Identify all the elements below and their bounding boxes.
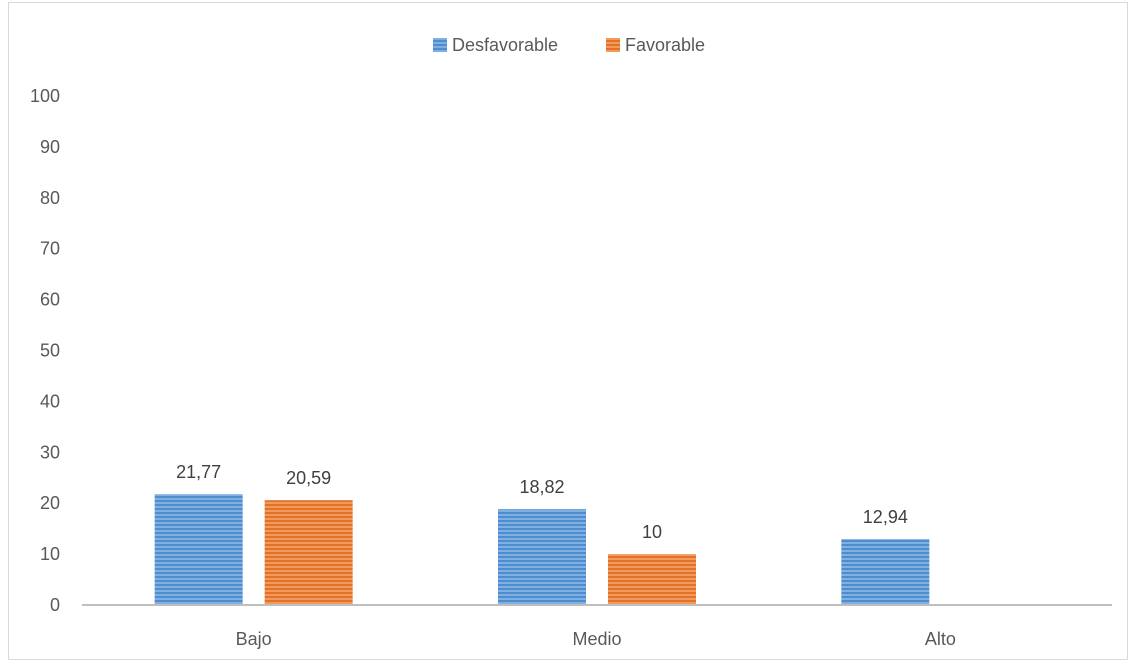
y-tick-label: 50 bbox=[40, 341, 60, 361]
data-label: 20,59 bbox=[286, 468, 331, 488]
bars: 21,77 20,59 18,82 10 12,94 bbox=[154, 462, 930, 605]
bar-favorable-medio bbox=[608, 554, 696, 605]
y-tick-label: 0 bbox=[50, 595, 60, 615]
y-tick-label: 30 bbox=[40, 442, 60, 462]
data-label: 10 bbox=[642, 522, 662, 542]
y-tick-label: 90 bbox=[40, 137, 60, 157]
x-tick-label: Medio bbox=[572, 629, 621, 649]
x-tick-label: Bajo bbox=[236, 629, 272, 649]
y-tick-label: 10 bbox=[40, 544, 60, 564]
legend-swatch bbox=[606, 38, 620, 52]
data-label: 21,77 bbox=[176, 462, 221, 482]
bar-desfavorable-medio bbox=[498, 509, 586, 605]
data-label: 12,94 bbox=[863, 507, 908, 527]
data-label: 18,82 bbox=[519, 477, 564, 497]
legend: Desfavorable Favorable bbox=[433, 35, 705, 55]
bar-desfavorable-bajo bbox=[154, 494, 243, 605]
y-tick-label: 100 bbox=[30, 86, 60, 106]
y-tick-label: 40 bbox=[40, 391, 60, 411]
y-tick-label: 70 bbox=[40, 239, 60, 259]
bar-desfavorable-alto bbox=[841, 539, 930, 605]
y-tick-label: 80 bbox=[40, 188, 60, 208]
legend-label: Desfavorable bbox=[452, 35, 558, 55]
x-tick-label: Alto bbox=[925, 629, 956, 649]
x-axis: Bajo Medio Alto bbox=[82, 604, 1112, 649]
y-tick-label: 20 bbox=[40, 493, 60, 513]
y-axis: 0 10 20 30 40 50 60 70 80 90 100 bbox=[30, 86, 60, 615]
bar-favorable-bajo bbox=[264, 500, 353, 605]
y-tick-label: 60 bbox=[40, 290, 60, 310]
legend-label: Favorable bbox=[625, 35, 705, 55]
legend-swatch bbox=[433, 38, 447, 52]
